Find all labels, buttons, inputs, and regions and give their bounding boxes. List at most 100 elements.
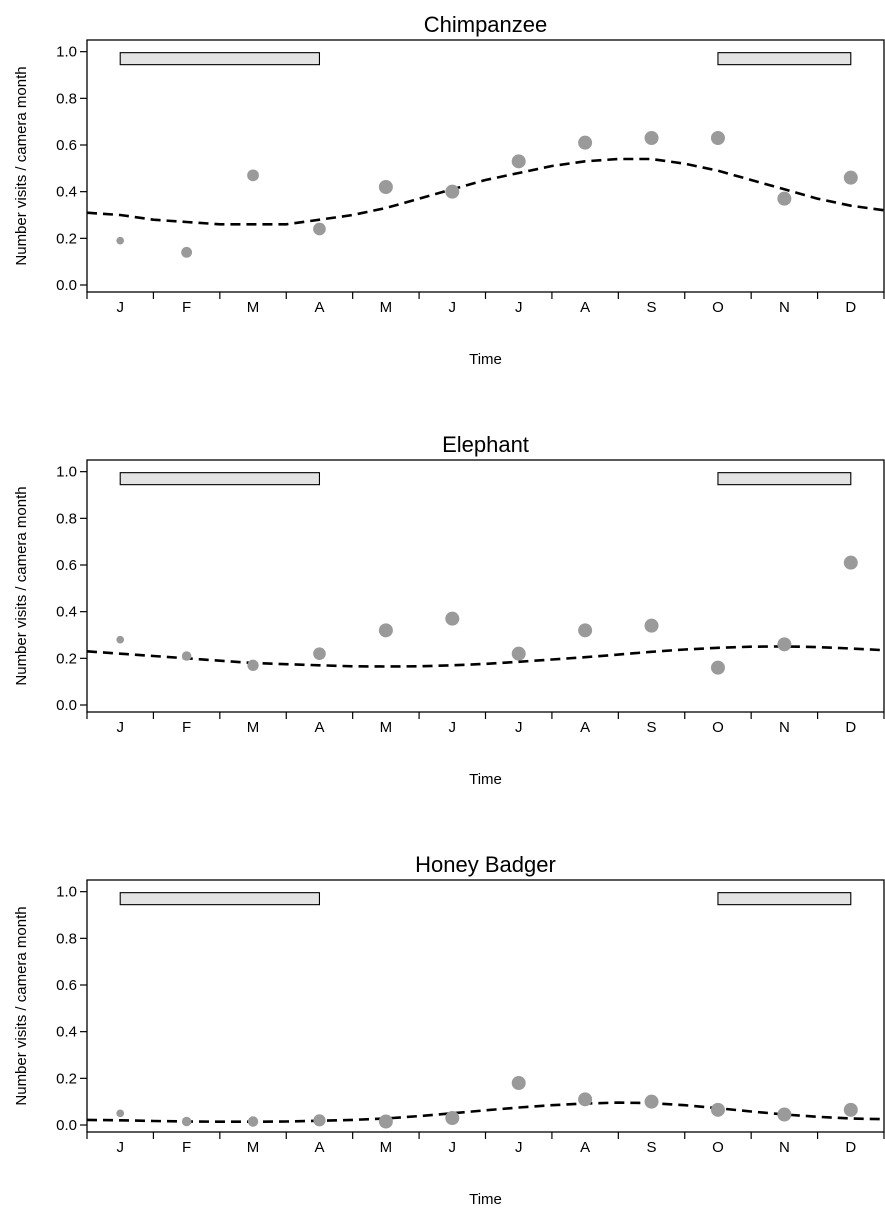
data-point [247, 169, 259, 182]
x-tick-label: F [182, 299, 191, 316]
x-tick-label: N [779, 299, 790, 316]
fit-curve [86, 1101, 885, 1123]
plot-frame [86, 879, 885, 1133]
x-tick-label: A [314, 719, 324, 736]
data-point [644, 618, 659, 633]
x-tick-label: J [449, 299, 457, 316]
data-point [777, 637, 792, 652]
data-point [247, 659, 259, 671]
chart-panel: Elephant 0.0 0.2 0.4 0.6 0.8 1.0 J F M A M J J A S O N D Ti… [13, 432, 885, 788]
y-tick-label: 0.8 [56, 90, 77, 107]
x-tick-label: A [580, 299, 590, 316]
data-point [247, 1116, 259, 1127]
x-tick-label: J [116, 299, 124, 316]
y-axis-label: Number visits / camera month [13, 906, 30, 1105]
season-bar [717, 52, 852, 66]
data-point [710, 131, 725, 145]
y-tick-label: 0.6 [56, 137, 77, 154]
x-tick-label: M [380, 1139, 393, 1156]
data-point [445, 184, 460, 199]
x-tick-label: J [449, 719, 457, 736]
chart-panel: Chimpanzee 0.0 0.2 0.4 0.6 0.8 1.0 J F M A M J J A S O N D… [13, 12, 885, 368]
x-tick-label: A [314, 1139, 324, 1156]
y-tick-label: 0.6 [56, 977, 77, 994]
data-point [511, 646, 526, 661]
data-point [644, 131, 659, 145]
fit-curve [86, 157, 885, 226]
season-bar [119, 892, 321, 906]
y-tick-label: 0.2 [56, 1070, 77, 1087]
y-tick-label: 0.4 [56, 1024, 77, 1041]
y-axis-label: Number visits / camera month [13, 66, 30, 265]
data-point [313, 647, 326, 660]
data-point [644, 1094, 659, 1109]
data-point [116, 1109, 125, 1118]
season-bar [717, 892, 852, 906]
x-tick-label: O [712, 1139, 724, 1156]
y-tick-label: 0.0 [56, 697, 77, 714]
data-point [378, 180, 393, 194]
x-tick-label: F [182, 719, 191, 736]
x-tick-label: O [712, 299, 724, 316]
x-tick-label: A [580, 719, 590, 736]
y-tick-label: 0.6 [56, 557, 77, 574]
data-point [843, 555, 858, 570]
x-tick-label: N [779, 719, 790, 736]
y-tick-label: 0.4 [56, 604, 77, 621]
y-tick-label: 0.8 [56, 930, 77, 947]
x-tick-label: S [647, 299, 657, 316]
x-tick-label: J [515, 719, 523, 736]
plot-frame [86, 39, 885, 293]
x-axis-label: Time [469, 771, 502, 788]
x-tick-label: F [182, 1139, 191, 1156]
y-tick-label: 0.4 [56, 184, 77, 201]
data-point [777, 1107, 792, 1122]
data-point [181, 1116, 192, 1127]
x-tick-label: S [647, 719, 657, 736]
data-point [116, 236, 125, 245]
y-tick-label: 0.2 [56, 230, 77, 247]
x-tick-label: M [247, 719, 260, 736]
y-axis-label: Number visits / camera month [13, 486, 30, 685]
x-tick-label: D [845, 719, 856, 736]
data-point [378, 623, 393, 638]
data-point [777, 191, 792, 206]
y-tick-label: 1.0 [56, 464, 77, 481]
x-tick-label: D [845, 1139, 856, 1156]
fit-curve [86, 645, 885, 668]
data-point [578, 623, 593, 638]
data-point [511, 1076, 526, 1090]
x-tick-label: J [116, 1139, 124, 1156]
x-tick-label: M [380, 719, 393, 736]
chart-title: Elephant [442, 432, 529, 457]
season-bar [717, 472, 852, 486]
x-tick-label: M [247, 1139, 260, 1156]
x-tick-label: M [247, 299, 260, 316]
data-point [445, 1111, 460, 1125]
season-bar [119, 472, 321, 486]
data-point [511, 154, 526, 169]
data-point [378, 1114, 393, 1129]
chart-title: Chimpanzee [424, 12, 548, 37]
data-point [710, 1102, 725, 1117]
data-point [313, 222, 326, 236]
x-tick-label: J [449, 1139, 457, 1156]
plot-frame [86, 459, 885, 713]
x-tick-label: J [515, 1139, 523, 1156]
x-axis-label: Time [469, 351, 502, 368]
y-tick-label: 0.0 [56, 277, 77, 294]
x-tick-label: J [515, 299, 523, 316]
x-tick-label: D [845, 299, 856, 316]
data-point [843, 170, 858, 185]
chart-panel: Honey Badger 0.0 0.2 0.4 0.6 0.8 1.0 J F M A M J J A S O… [13, 852, 885, 1208]
y-tick-label: 0.8 [56, 510, 77, 527]
x-tick-label: O [712, 719, 724, 736]
x-axis-label: Time [469, 1191, 502, 1208]
data-point [578, 1092, 593, 1107]
data-point [116, 635, 125, 644]
x-tick-label: J [116, 719, 124, 736]
x-tick-label: A [580, 1139, 590, 1156]
x-tick-label: M [380, 299, 393, 316]
data-point [313, 1114, 326, 1127]
